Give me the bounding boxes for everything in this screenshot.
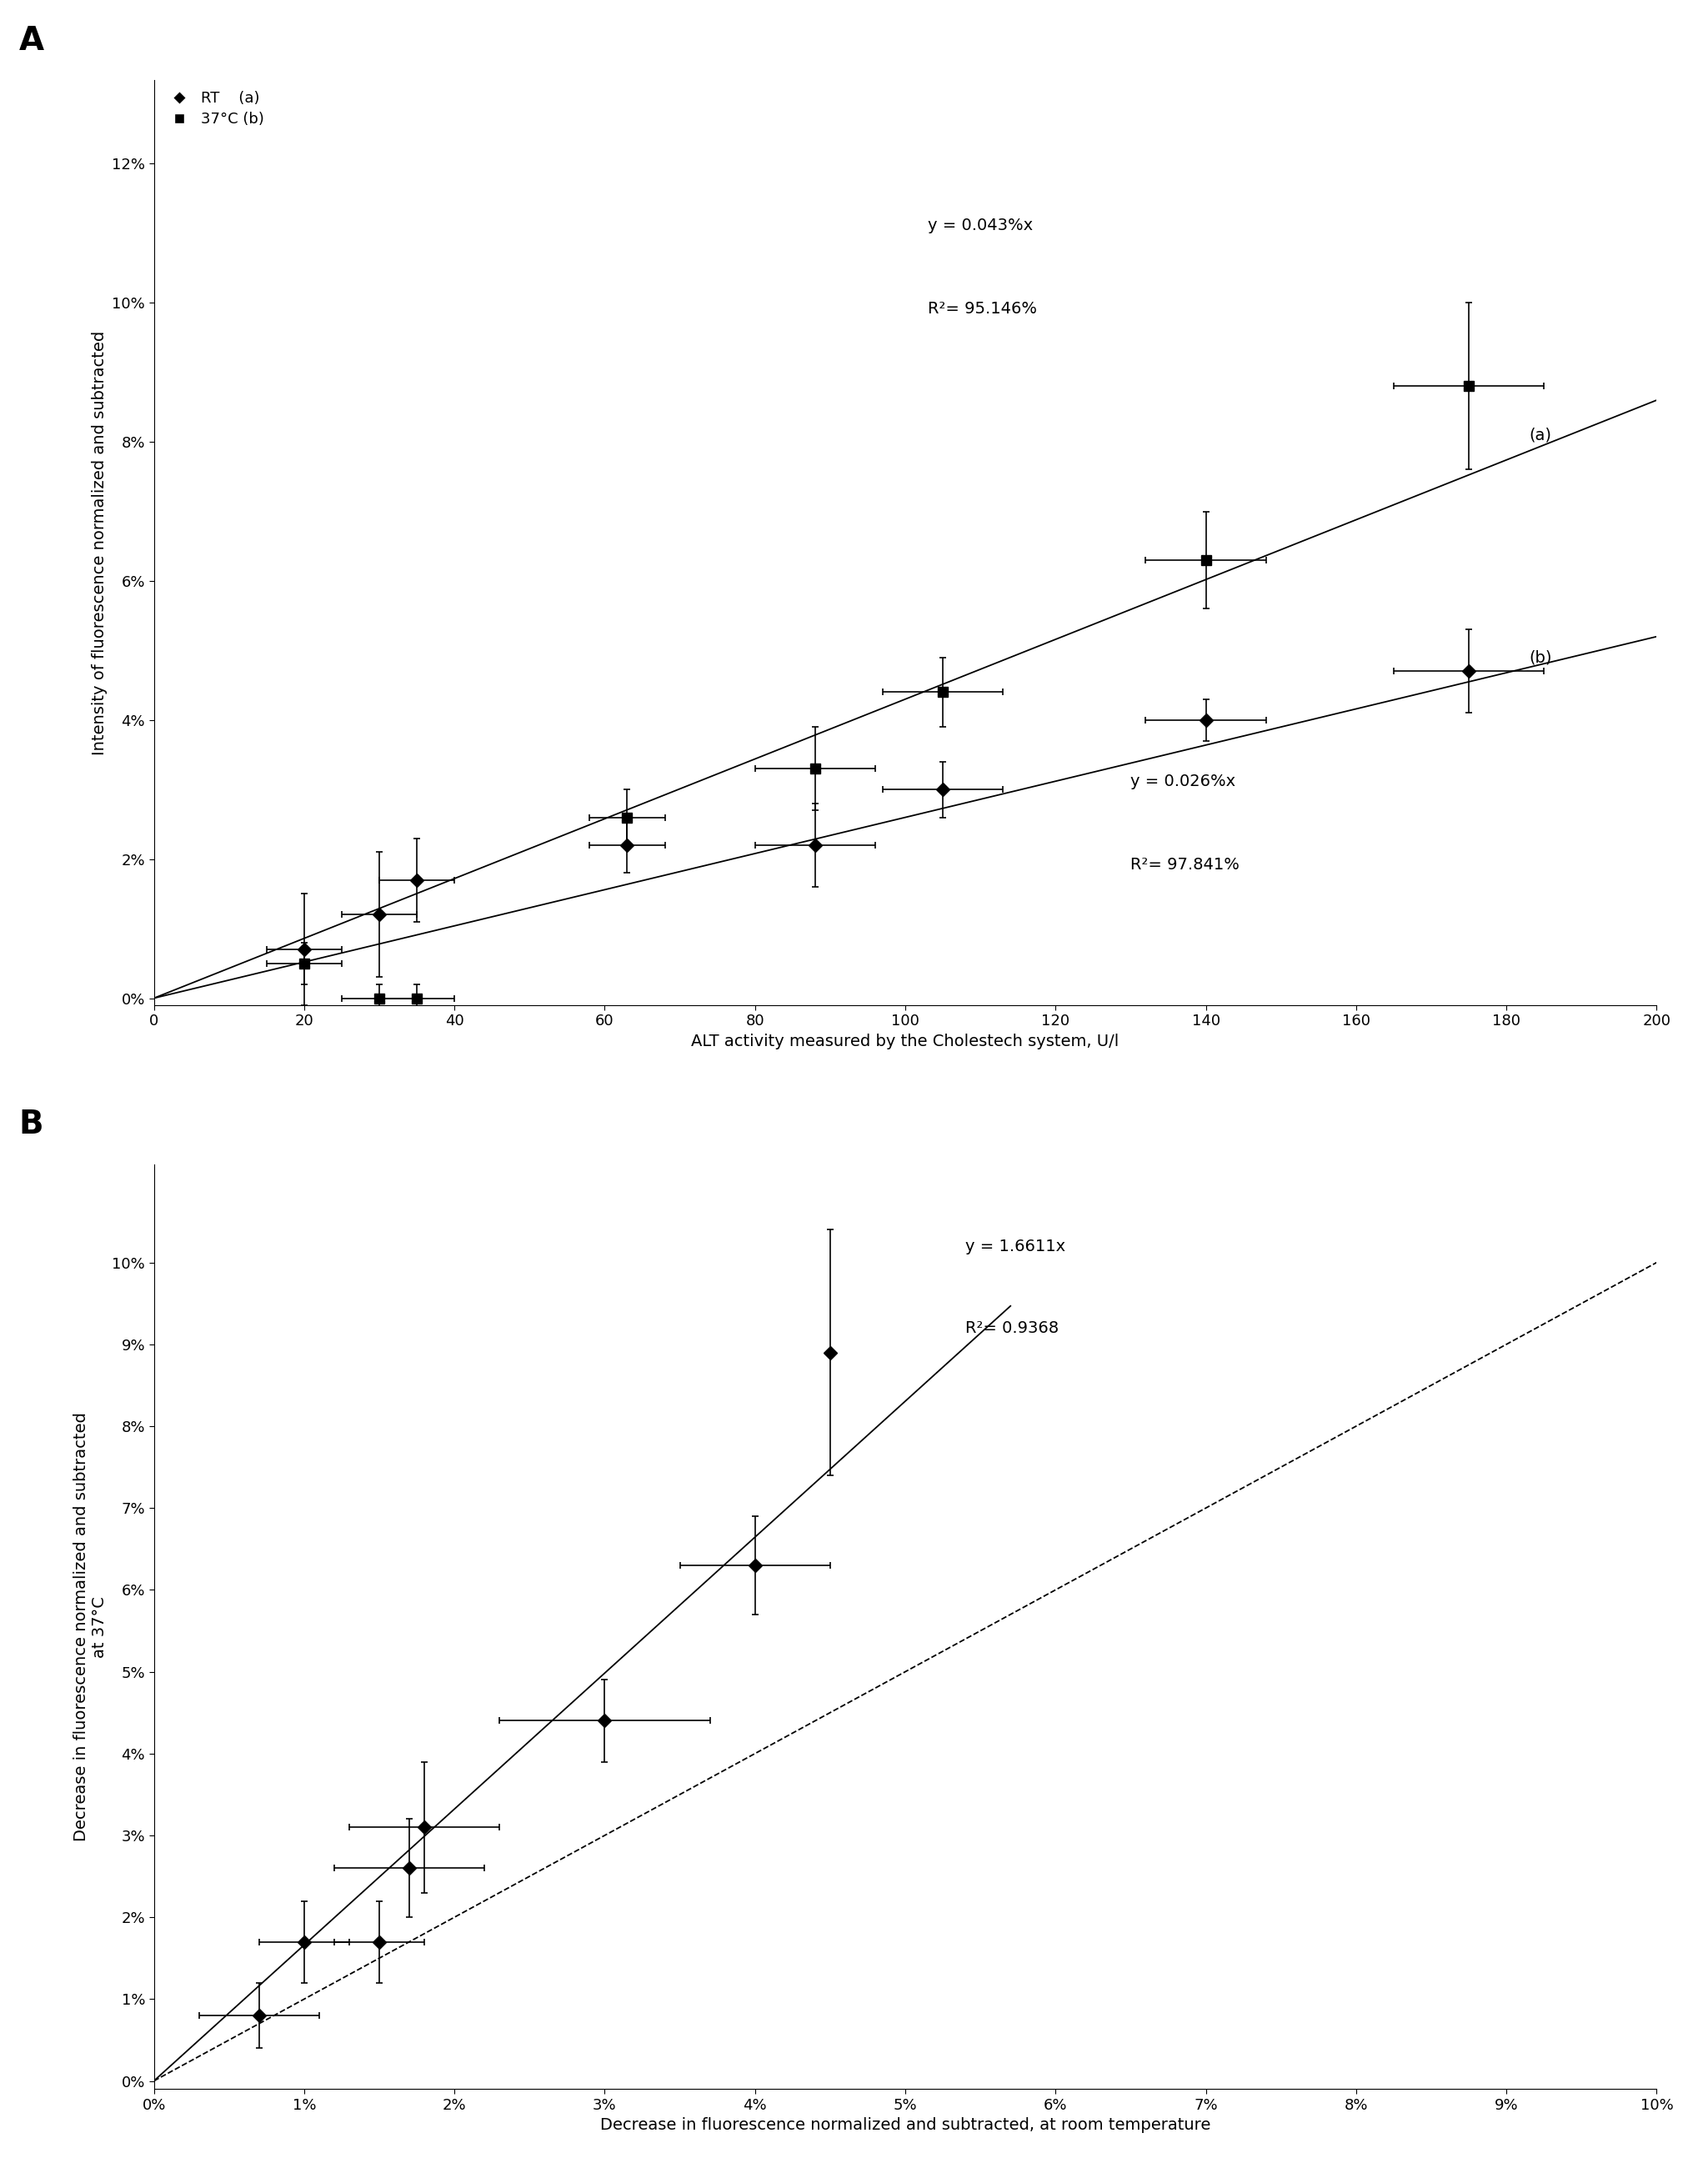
Text: R²= 95.146%: R²= 95.146% [927,301,1037,317]
Text: B: B [19,1108,43,1140]
Text: y = 1.6611x: y = 1.6611x [965,1238,1066,1255]
Text: R²= 0.9368: R²= 0.9368 [965,1320,1059,1335]
Text: y = 0.043%x: y = 0.043%x [927,217,1033,234]
X-axis label: ALT activity measured by the Cholestech system, U/l: ALT activity measured by the Cholestech … [692,1034,1119,1049]
Text: R²= 97.841%: R²= 97.841% [1131,856,1240,874]
Text: (b): (b) [1529,650,1553,666]
Text: (a): (a) [1529,427,1551,442]
Y-axis label: Decrease in fluorescence normalized and subtracted
at 37°C: Decrease in fluorescence normalized and … [73,1411,108,1841]
Text: y = 0.026%x: y = 0.026%x [1131,774,1237,789]
Y-axis label: Intensity of fluorescence normalized and subtracted: Intensity of fluorescence normalized and… [91,330,108,754]
Legend: RT    (a), 37°C (b): RT (a), 37°C (b) [161,87,266,130]
Text: A: A [19,24,44,56]
X-axis label: Decrease in fluorescence normalized and subtracted, at room temperature: Decrease in fluorescence normalized and … [600,2118,1211,2133]
